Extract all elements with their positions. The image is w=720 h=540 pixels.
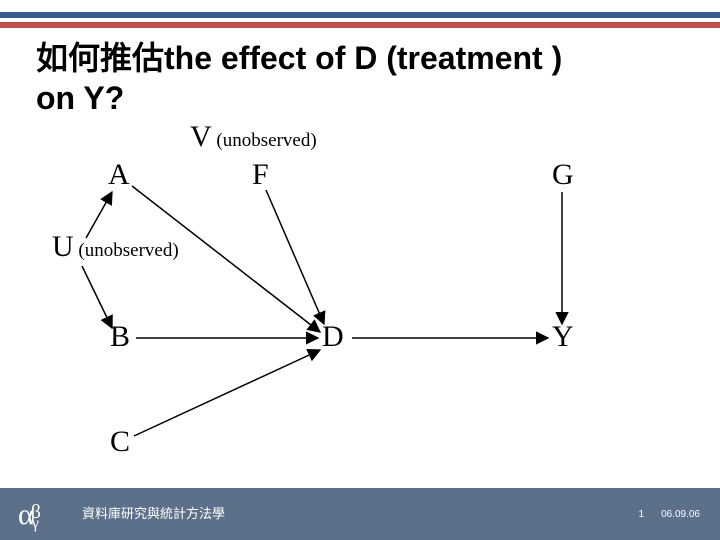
footer-text: 資料庫研究與統計方法學 [82, 503, 225, 522]
node-B: B [110, 320, 130, 354]
title-line-2: on Y? [36, 78, 562, 118]
node-A: A [108, 158, 130, 192]
header-stripe-2 [0, 22, 720, 28]
edge-C-D [134, 350, 320, 436]
edge-U-B [82, 266, 112, 328]
logo-gamma: γ [32, 515, 39, 532]
node-G: G [552, 158, 574, 192]
title-line-1: 如何推估the effect of D (treatment ) [36, 38, 562, 78]
node-D: D [322, 320, 344, 354]
node-Y: Y [552, 320, 574, 354]
edge-F-D [266, 190, 324, 324]
header-stripe-1 [0, 12, 720, 18]
footer-logo: αβγ [18, 496, 51, 530]
footer-date: 06.09.06 [661, 509, 700, 520]
node-U: U (unobserved) [52, 230, 179, 264]
page-title: 如何推估the effect of D (treatment ) on Y? [36, 38, 562, 118]
node-V: V (unobserved) [190, 120, 317, 154]
node-C: C [110, 425, 130, 459]
footer-page-number: 1 [638, 509, 644, 520]
node-F: F [252, 158, 269, 192]
